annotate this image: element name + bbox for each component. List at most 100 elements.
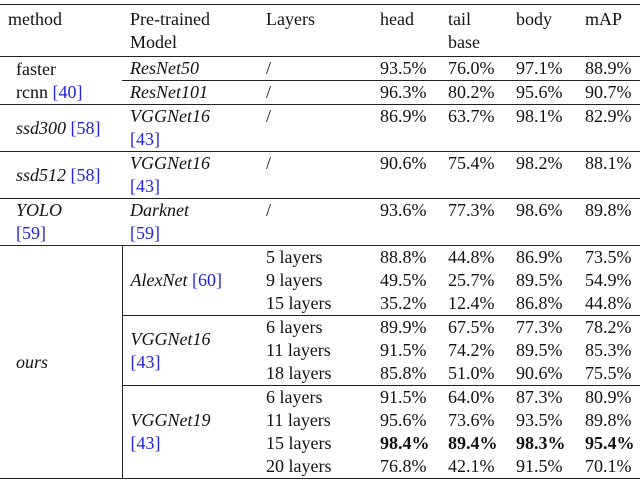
score-cell: 80.2% [440,80,508,105]
header-cell: method [8,9,62,29]
citation: [43] [130,351,161,372]
method-cell: YOLO [59] [0,198,122,246]
header-cell: Pre-trained Model [130,9,210,52]
score-cell: 44.8% [585,293,632,313]
table-row: 18 layers 85.8% 51.0% 90.6% 75.5% [0,362,640,386]
score-cell: 88.1% [577,151,640,199]
header-cell: body [516,9,552,29]
header-row: method Pre-trained Model Layers head tail ba… [0,4,640,57]
layers-cell: 6 layers [258,385,372,409]
table-header: method Pre-trained Model Layers head tail ba… [0,4,640,57]
score-cell: 42.1% [448,456,495,476]
header-cell: mAP [585,9,623,29]
score-cell: 98.1% [508,104,577,152]
model-cell: AlexNet [60] [121,245,258,316]
score-cell: 88.8% [372,245,440,269]
score-cell: 90.6% [372,151,440,199]
score-cell: 87.3% [508,385,577,409]
table-row: ours AlexNet [60] 5 layers 88.8% 44.8% 86.9% 7… [0,245,640,479]
model-cell: VGGNet16 [43] [121,315,258,386]
score-cell: 64.0% [440,385,508,409]
score-cell: 86.9% [372,104,440,152]
score-cell: 75.5% [585,363,632,383]
score-cell: 89.5% [516,270,563,290]
score-cell: 89.8% [577,198,640,246]
layers-cell: 5 layers [258,245,372,269]
method-cell: ssd512 [58] [0,151,122,199]
table-row: VGGNet19 [43] 6 layers 91.5% 64.0% 87.3% 80.9% [0,385,640,479]
score-cell: 54.9% [585,270,632,290]
layers-cell: / [258,198,372,246]
method-wrap: ours [16,352,48,372]
score-cell: 95.6% [508,80,577,105]
method-name: ssd300 [16,117,67,138]
model-name: Darknet [130,200,189,220]
method-name: YOLO [16,200,63,220]
citation: [40] [52,81,83,102]
score-cell: 98.3% [516,433,566,453]
table-body: faster rcnn [40] ResNet50/93.5% 76.0% 97.1%… [0,56,640,479]
model-name: VGGNet19 [130,410,211,430]
layers-cell: 15 layers [266,433,332,453]
score-cell: 89.5% [516,340,563,360]
score-cell: 96.3% [372,80,440,105]
table-row: ssd300 [58] VGGNet16 [43] /86.9% 63.7% 98.1% 8… [0,104,640,152]
layers-cell: 6 layers [258,315,372,339]
model-cell: VGGNet16 [43] [122,151,258,199]
header-cell: Layers [266,9,315,29]
score-cell: 93.5% [516,410,563,430]
model-name: AlexNet [130,270,188,290]
citation: [43] [130,176,160,196]
score-cell: 91.5% [380,340,427,360]
score-cell: 70.1% [585,456,632,476]
citation: [60] [191,270,222,290]
layers-cell: / [258,56,372,81]
method-wrap: ssd300 [58] [16,118,101,138]
citation: [59] [130,223,160,243]
table-row: 20 layers 76.8% 42.1% 91.5% 70.1% [0,455,640,479]
layers-cell: 11 layers [266,340,331,360]
score-cell: 67.5% [440,315,508,339]
score-cell: 85.3% [585,340,632,360]
layers-cell: 9 layers [266,270,323,290]
citation: [58] [70,117,101,138]
model-cell: Darknet [59] [122,198,258,246]
score-cell: 93.5% [372,56,440,81]
header-cell: head [380,9,414,29]
score-cell: 95.4% [585,433,635,453]
citation: [43] [130,129,160,149]
score-cell: 98.6% [508,198,577,246]
score-cell: 90.7% [577,80,640,105]
score-cell: 90.6% [516,363,563,383]
score-cell: 51.0% [448,363,495,383]
score-cell: 44.8% [440,245,508,269]
table-row: YOLO [59] Darknet [59] /93.6% 77.3% 98.6% 89.8% [0,198,640,246]
method-name: faster rcnn [16,58,56,102]
method-name: ours [16,351,49,372]
citation: [43] [130,433,161,453]
model-cell: ResNet50 [122,56,258,81]
model-name: VGGNet16 [130,153,210,173]
score-cell: 78.2% [577,315,640,339]
score-cell: 86.9% [508,245,577,269]
layers-cell: 11 layers [266,410,331,430]
score-cell: 12.4% [448,293,495,313]
table-row: ResNet101 /96.3% 80.2% 95.6% 90.7% [0,80,640,105]
score-cell: 76.0% [440,56,508,81]
score-cell: 85.8% [380,363,427,383]
model-cell: ResNet101 [122,80,258,105]
model-name: ResNet101 [130,82,208,102]
header-cell: tail base [448,9,480,52]
table-row: faster rcnn [40] ResNet50 /93.5% 76.0% 97.1%… [0,56,640,105]
model-name: VGGNet16 [130,328,211,349]
model-cell: VGGNet19 [43] [121,385,258,479]
method-cell: faster rcnn [40] [0,56,122,105]
score-cell: 89.9% [372,315,440,339]
score-cell: 93.6% [372,198,440,246]
score-cell: 35.2% [380,293,427,313]
layers-cell: / [258,104,372,152]
score-cell: 25.7% [448,270,495,290]
citation: [59] [16,223,46,243]
layers-cell: / [258,80,372,105]
layers-cell: / [258,151,372,199]
